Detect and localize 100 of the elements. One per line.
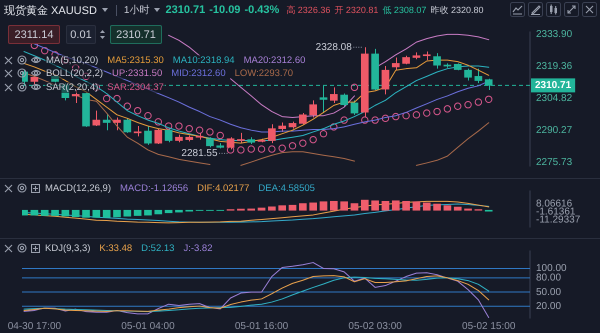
candlestick xyxy=(382,66,390,95)
bar xyxy=(164,210,172,214)
point xyxy=(361,116,368,124)
bar xyxy=(268,206,276,211)
annotation: SAR(2,20,4) xyxy=(45,82,100,92)
point xyxy=(464,101,472,108)
bar xyxy=(350,203,358,211)
point xyxy=(330,123,338,131)
y-tick-label: -11.29337 xyxy=(536,214,581,226)
text: -0.43% xyxy=(244,4,280,16)
candlestick xyxy=(474,68,482,84)
y-tick-label: 20.00 xyxy=(536,300,562,312)
bar xyxy=(30,210,38,216)
point xyxy=(485,96,492,103)
point xyxy=(258,145,266,153)
legend-title: MACD(12,26,9) xyxy=(44,182,112,194)
point xyxy=(392,112,400,120)
point xyxy=(164,122,172,130)
text: DEA:4.58505 xyxy=(257,182,316,194)
point xyxy=(382,114,390,122)
point xyxy=(248,145,255,153)
bar xyxy=(444,205,452,211)
candlestick xyxy=(392,56,400,71)
annotation: MA(5,10,20) xyxy=(45,54,100,66)
candlestick xyxy=(340,93,348,107)
bar xyxy=(40,210,49,216)
bar xyxy=(113,210,121,218)
point xyxy=(134,106,142,114)
candlestick xyxy=(144,126,152,146)
x-tick-label: 04-30 17:00 xyxy=(8,320,62,332)
bar xyxy=(102,210,110,218)
candlestick xyxy=(268,124,276,144)
candlestick xyxy=(330,86,338,104)
ref-line-label: 2310.71 xyxy=(535,80,572,92)
bar xyxy=(309,202,317,211)
bar xyxy=(258,208,266,211)
point xyxy=(113,94,121,102)
point xyxy=(433,108,441,116)
bar xyxy=(422,202,431,211)
point xyxy=(444,105,452,113)
bar xyxy=(82,210,90,218)
point xyxy=(268,145,276,153)
y-tick-label: 2319.36 xyxy=(536,61,573,72)
series-label: MACD:-1.12656 xyxy=(119,182,190,194)
text: D:52.13 xyxy=(140,242,176,254)
point xyxy=(412,111,420,119)
y-tick-label: 2333.90 xyxy=(536,29,573,40)
y-tick-label: 100.00 xyxy=(536,263,568,274)
chart-title: 现货黄金 XAUUSD xyxy=(4,4,97,18)
series-label: SAR:2304.37 xyxy=(106,82,165,92)
point xyxy=(454,102,462,110)
bar xyxy=(402,200,410,211)
bar xyxy=(299,203,307,211)
point xyxy=(102,94,110,102)
text: 低 2308.07 xyxy=(382,4,426,16)
text: UP:2331.50 xyxy=(111,68,164,78)
point xyxy=(237,146,245,154)
text: MA5:2315.30 xyxy=(106,54,165,66)
point xyxy=(350,84,358,92)
bar xyxy=(288,204,296,211)
bar xyxy=(320,201,328,211)
candlestick xyxy=(464,68,472,82)
point xyxy=(340,116,348,124)
annotation: 2310.71 xyxy=(110,25,162,44)
y-tick-label: 2304.82 xyxy=(536,93,573,104)
chart-subtitle: 1小时 xyxy=(124,4,150,17)
bar xyxy=(154,210,162,214)
point xyxy=(144,112,152,120)
candlestick xyxy=(237,132,245,144)
y-tick-label: 2290.27 xyxy=(536,125,573,136)
bar xyxy=(134,210,142,216)
y-tick-label: 2275.73 xyxy=(536,156,573,168)
bar xyxy=(340,201,348,211)
bar xyxy=(92,210,100,218)
x-tick-label: 05-01 16:00 xyxy=(234,320,289,332)
point xyxy=(299,139,307,147)
point xyxy=(278,144,286,152)
text: K:33.48 xyxy=(98,242,134,254)
candlestick xyxy=(350,100,358,116)
point xyxy=(371,116,379,124)
candlestick xyxy=(113,116,121,131)
y-tick-label: 80.00 xyxy=(536,272,562,284)
bar xyxy=(371,200,379,211)
candlestick xyxy=(299,112,307,125)
text: -10.09 xyxy=(209,4,240,16)
candlestick xyxy=(102,113,110,131)
bar xyxy=(330,200,338,211)
y-tick-label: 50.00 xyxy=(536,286,562,298)
bar xyxy=(72,210,80,218)
annotation: 0.01 xyxy=(66,25,96,44)
x-tick-label: 05-01 04:00 xyxy=(121,320,176,332)
point xyxy=(41,46,48,54)
bar xyxy=(433,204,441,211)
candlestick xyxy=(206,136,214,148)
text: 高 2326.36 xyxy=(286,4,330,16)
text: 昨收 2320.80 xyxy=(430,4,484,16)
candlestick xyxy=(433,52,441,70)
point xyxy=(320,130,328,138)
candlestick xyxy=(154,128,162,145)
annotation: 2311.14 xyxy=(8,25,60,44)
